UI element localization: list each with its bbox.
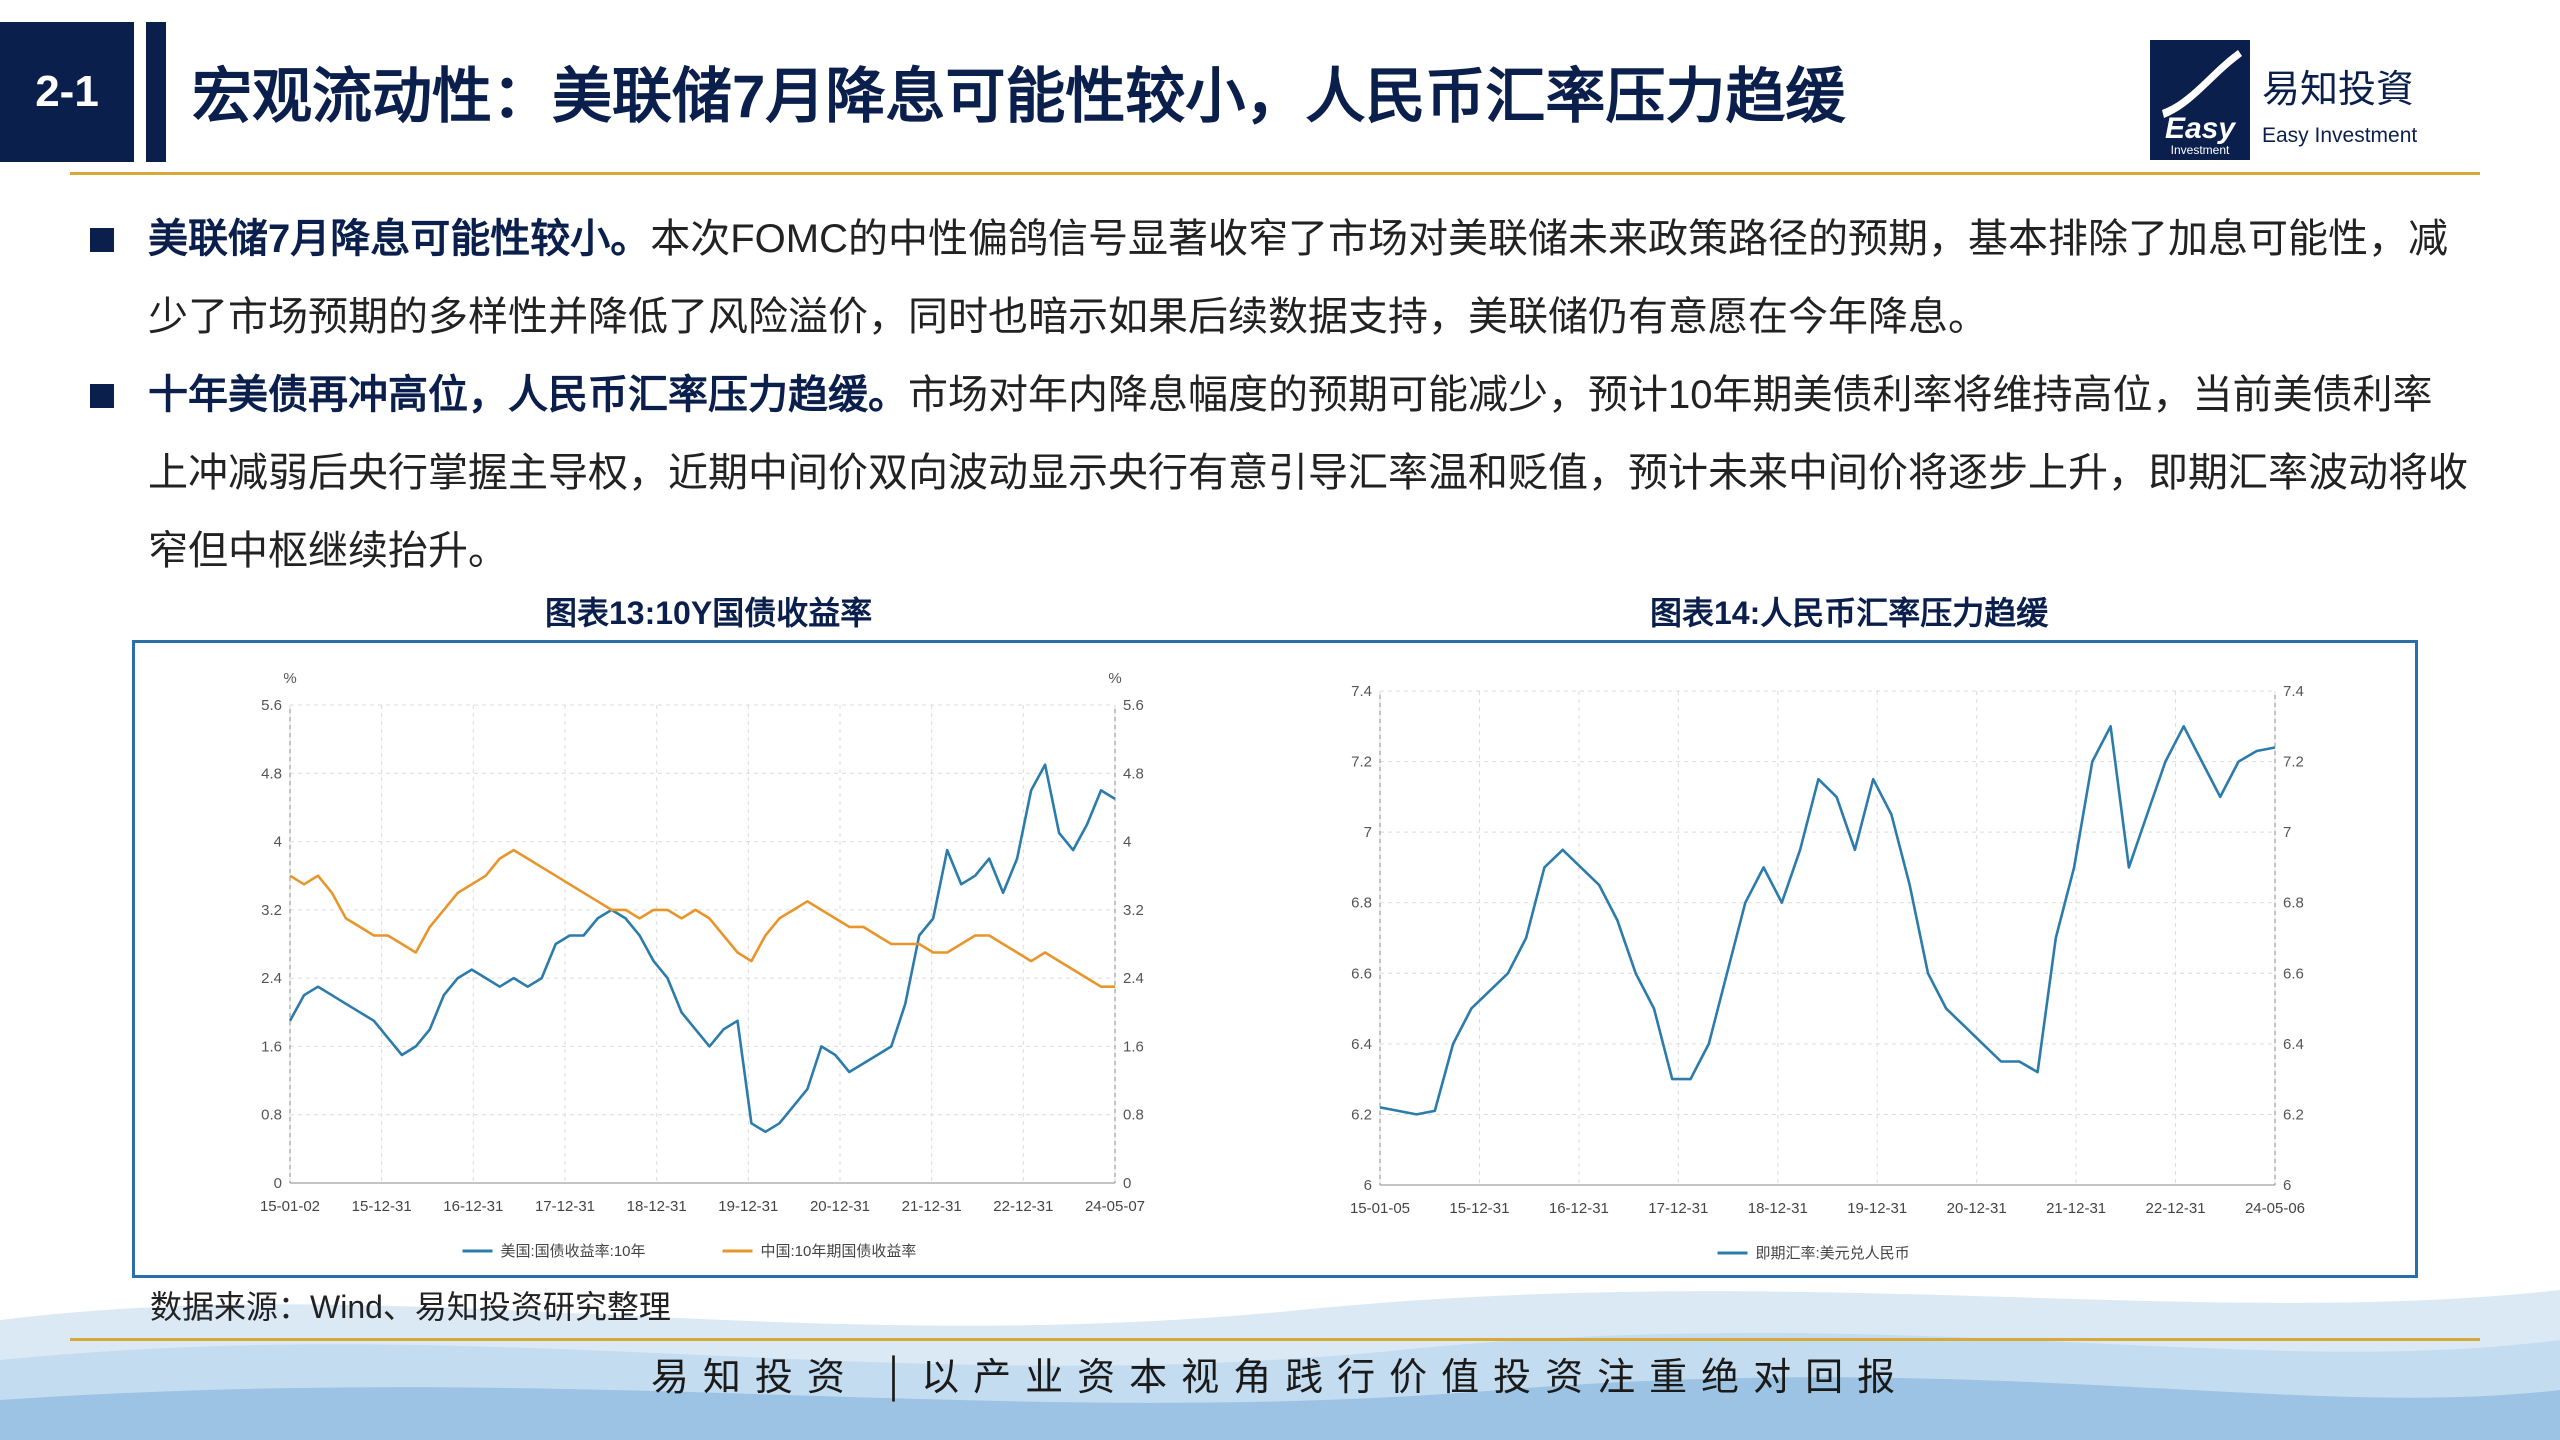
- y-axis-unit: %: [283, 670, 296, 687]
- title-accent-bar: [146, 22, 166, 162]
- series-line: [289, 848, 1115, 989]
- footer-divider: [70, 1338, 2480, 1341]
- bullet-list: 美联储7月降息可能性较小。本次FOMC的中性偏鸽信号显著收窄了市场对美联储未来政…: [90, 200, 2470, 590]
- logo-mark-subtext: Investment: [2171, 143, 2230, 157]
- header-divider: [70, 172, 2480, 175]
- x-tick-label: 19-12-31: [718, 1198, 778, 1215]
- slide-number: 2-1: [0, 22, 134, 162]
- x-tick-label: 21-12-31: [2046, 1200, 2106, 1217]
- chart-title-fx: 图表14:人民币汇率压力趋缓: [1650, 595, 2049, 631]
- x-tick-label: 16-12-31: [1549, 1200, 1609, 1217]
- y2-tick-label: 6.2: [2283, 1106, 2304, 1123]
- x-tick-label: 21-12-31: [902, 1198, 962, 1215]
- y-tick-label: 2.4: [261, 970, 282, 987]
- footer-slogan: 易知投资 │以产业资本视角践行价值投资注重绝对回报: [650, 1357, 1910, 1399]
- x-tick-label: 17-12-31: [1648, 1200, 1708, 1217]
- legend-label: 即期汇率:美元兑人民币: [1756, 1245, 1910, 1262]
- x-tick-label: 16-12-31: [443, 1198, 503, 1215]
- bullet-square-icon: [90, 384, 114, 408]
- bullet-item: 美联储7月降息可能性较小。本次FOMC的中性偏鸽信号显著收窄了市场对美联储未来政…: [90, 200, 2470, 356]
- x-tick-label: 19-12-31: [1847, 1200, 1907, 1217]
- bullet-square-icon: [90, 228, 114, 252]
- x-tick-label: 24-05-06: [2245, 1200, 2305, 1217]
- x-tick-label: 18-12-31: [1748, 1200, 1808, 1217]
- y-tick-label: 0: [274, 1175, 282, 1192]
- y2-tick-label: 6.8: [2283, 895, 2304, 912]
- company-logo: Easy Investment 易知投資 Easy Investment: [2150, 40, 2450, 160]
- y2-tick-label: 7.4: [2283, 683, 2304, 700]
- y2-axis-unit: %: [1108, 670, 1121, 687]
- y-tick-label: 6.6: [1351, 965, 1372, 982]
- logo-chinese-name: 易知投資: [2262, 67, 2415, 111]
- series-line: [288, 763, 1116, 1134]
- fx-rate-chart: 6 6 6.2 6.2 6.4 6.4 6.6 6.6 6.8 6.8 7 7 7.2 7.2 7.4 7.4…: [1350, 683, 2305, 1262]
- bullet-lead: 美联储7月降息可能性较小。: [148, 217, 651, 261]
- x-tick-label: 18-12-31: [627, 1198, 687, 1215]
- y-tick-label: 6.8: [1351, 895, 1372, 912]
- y2-tick-label: 4: [1123, 834, 1131, 851]
- y-tick-label: 4.8: [261, 765, 282, 782]
- y2-tick-label: 6: [2283, 1177, 2291, 1194]
- y2-tick-label: 7.2: [2283, 754, 2304, 771]
- x-tick-label: 20-12-31: [810, 1198, 870, 1215]
- logo-mark-text: Easy: [2165, 112, 2236, 145]
- y-tick-label: 7.4: [1351, 683, 1372, 700]
- bullet-text: 本次FOMC的中性偏鸽信号显著收窄了市场对美联储未来政策路径的预期，基本排除了加…: [148, 217, 2449, 339]
- y2-tick-label: 6.4: [2283, 1036, 2304, 1053]
- bullet-lead: 十年美债再冲高位，人民币汇率压力趋缓。: [148, 373, 908, 417]
- bullet-text: 市场对年内降息幅度的预期可能减少，预计10年期美债利率将维持高位，当前美债利率上…: [148, 373, 2468, 573]
- data-source-note: 数据来源：Wind、易知投资研究整理: [150, 1289, 671, 1325]
- y2-tick-label: 0: [1123, 1175, 1131, 1192]
- chart-panel: 0 0 0.8 0.8 1.6 1.6 2.4 2.4 3.2 3.2 4 4 4.8 4.8 5.6 5.6…: [132, 640, 2418, 1278]
- y-tick-label: 0.8: [261, 1107, 282, 1124]
- x-tick-label: 20-12-31: [1947, 1200, 2007, 1217]
- bullet-item: 十年美债再冲高位，人民币汇率压力趋缓。市场对年内降息幅度的预期可能减少，预计10…: [90, 356, 2470, 590]
- x-tick-label: 15-01-02: [260, 1198, 320, 1215]
- y2-tick-label: 4.8: [1123, 765, 1144, 782]
- y2-tick-label: 7: [2283, 824, 2291, 841]
- x-tick-label: 22-12-31: [2146, 1200, 2206, 1217]
- y-tick-label: 6.2: [1351, 1106, 1372, 1123]
- legend-label: 中国:10年期国债收益率: [761, 1243, 917, 1260]
- logo-english-name: Easy Investment: [2262, 124, 2418, 147]
- x-tick-label: 15-01-05: [1350, 1200, 1410, 1217]
- y-tick-label: 5.6: [261, 697, 282, 714]
- y-tick-label: 6: [1364, 1177, 1372, 1194]
- chart-title-bond-yield: 图表13:10Y国债收益率: [545, 595, 873, 631]
- legend-label: 美国:国债收益率:10年: [501, 1243, 646, 1260]
- y-tick-label: 1.6: [261, 1038, 282, 1055]
- x-tick-label: 22-12-31: [993, 1198, 1053, 1215]
- y-tick-label: 4: [274, 834, 282, 851]
- x-tick-label: 15-12-31: [352, 1198, 412, 1215]
- y2-tick-label: 2.4: [1123, 970, 1144, 987]
- y2-tick-label: 3.2: [1123, 902, 1144, 919]
- x-tick-label: 15-12-31: [1449, 1200, 1509, 1217]
- bond-yield-chart: 0 0 0.8 0.8 1.6 1.6 2.4 2.4 3.2 3.2 4 4 4.8 4.8 5.6 5.6…: [260, 670, 1145, 1260]
- series-line: [1379, 725, 2276, 1116]
- y-tick-label: 7.2: [1351, 754, 1372, 771]
- x-tick-label: 17-12-31: [535, 1198, 595, 1215]
- y-tick-label: 7: [1364, 824, 1372, 841]
- y-tick-label: 3.2: [261, 902, 282, 919]
- footer-wave-decoration: [0, 1290, 2560, 1440]
- page-title: 宏观流动性：美联储7月降息可能性较小，人民币汇率压力趋缓: [192, 63, 1846, 130]
- x-tick-label: 24-05-07: [1085, 1198, 1145, 1215]
- y2-tick-label: 0.8: [1123, 1107, 1144, 1124]
- y2-tick-label: 6.6: [2283, 965, 2304, 982]
- y2-tick-label: 1.6: [1123, 1038, 1144, 1055]
- easy-logo-icon: Easy Investment: [2150, 40, 2250, 160]
- y2-tick-label: 5.6: [1123, 697, 1144, 714]
- y-tick-label: 6.4: [1351, 1036, 1372, 1053]
